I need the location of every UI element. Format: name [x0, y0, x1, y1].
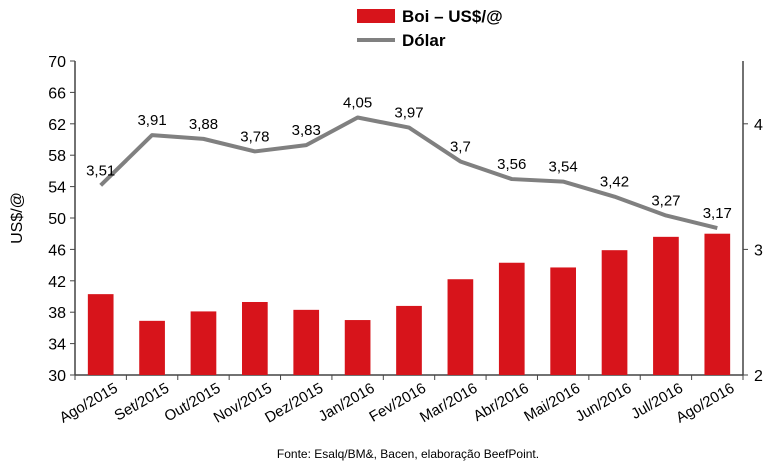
right-ticks: 2 3 4 [743, 117, 763, 385]
dolar-data-label: 4,05 [343, 95, 372, 112]
left-ticks: 30 34 38 42 46 50 54 58 62 66 70 [48, 54, 744, 385]
boi-bar [87, 294, 114, 375]
right-tick-label: 3 [754, 242, 763, 259]
bars [87, 233, 731, 375]
dolar-data-label: 3,27 [651, 192, 680, 209]
dolar-data-label: 3,7 [450, 138, 471, 155]
boi-bar [653, 236, 679, 375]
x-category-label: Abr/2016 [471, 380, 532, 425]
boi-bar [396, 305, 422, 375]
boi-bar [293, 309, 320, 375]
legend-swatch-boi [357, 9, 395, 23]
boi-bar [344, 320, 371, 375]
dolar-data-label: 3,97 [394, 105, 423, 122]
x-category-label: Jan/2016 [316, 380, 378, 426]
x-category-label: Jun/2016 [573, 380, 635, 426]
x-category-label: Fev/2016 [366, 380, 429, 426]
boi-bar [190, 311, 217, 375]
legend-label-boi: Boi – US$/@ [402, 7, 503, 26]
boi-bar [498, 262, 525, 375]
x-category-labels: Ago/2015Set/2015Out/2015Nov/2015Dez/2015… [57, 380, 738, 427]
right-tick-label: 4 [754, 117, 763, 134]
dolar-data-label: 3,17 [703, 205, 732, 222]
y-axis-label: US$/@ [9, 192, 26, 244]
dolar-line [99, 115, 718, 230]
dolar-line-layer: 3,51 3,91 3,88 3,78 3,83 4,05 3,97 3,7 3,56 3,54 3… [86, 95, 732, 230]
left-tick-label: 62 [48, 117, 66, 134]
left-tick-label: 54 [48, 180, 66, 197]
legend: Boi – US$/@ Dólar [357, 7, 503, 50]
left-tick-label: 46 [48, 242, 66, 259]
x-category-label: Ago/2015 [57, 380, 121, 427]
left-tick-label: 42 [48, 274, 66, 291]
x-category-label: Mar/2016 [417, 380, 480, 426]
boi-bar [447, 279, 474, 375]
dolar-data-label: 3,91 [137, 112, 166, 129]
boi-bar [139, 320, 165, 375]
left-tick-label: 50 [48, 211, 66, 228]
x-category-label: Mai/2016 [521, 380, 583, 426]
dolar-data-label: 3,78 [240, 128, 269, 145]
boi-bar [242, 301, 268, 375]
left-tick-label: 30 [48, 368, 66, 385]
left-tick-label: 58 [48, 148, 66, 165]
right-tick-label: 2 [754, 368, 763, 385]
left-tick-label: 66 [48, 85, 66, 102]
left-tick-label: 38 [48, 305, 66, 322]
x-category-label: Nov/2015 [211, 380, 275, 427]
source-note: Fonte: Esalq/BM&, Bacen, elaboração Beef… [277, 447, 539, 461]
dolar-data-label: 3,88 [189, 116, 218, 133]
boi-bar [550, 267, 576, 375]
boi-bar [601, 250, 628, 375]
dolar-data-label: 3,54 [549, 159, 578, 176]
dolar-data-label: 3,83 [292, 122, 321, 139]
dolar-data-label: 3,51 [86, 162, 115, 179]
boi-bar [704, 233, 731, 375]
left-tick-label: 70 [48, 54, 66, 71]
dolar-data-label: 3,42 [600, 174, 629, 191]
legend-label-dolar: Dólar [402, 31, 446, 50]
dolar-data-label: 3,56 [497, 156, 526, 173]
x-category-label: Set/2015 [112, 380, 173, 425]
left-tick-label: 34 [48, 337, 66, 354]
x-category-label: Ago/2016 [673, 380, 737, 427]
x-category-label: Dez/2015 [262, 380, 326, 427]
